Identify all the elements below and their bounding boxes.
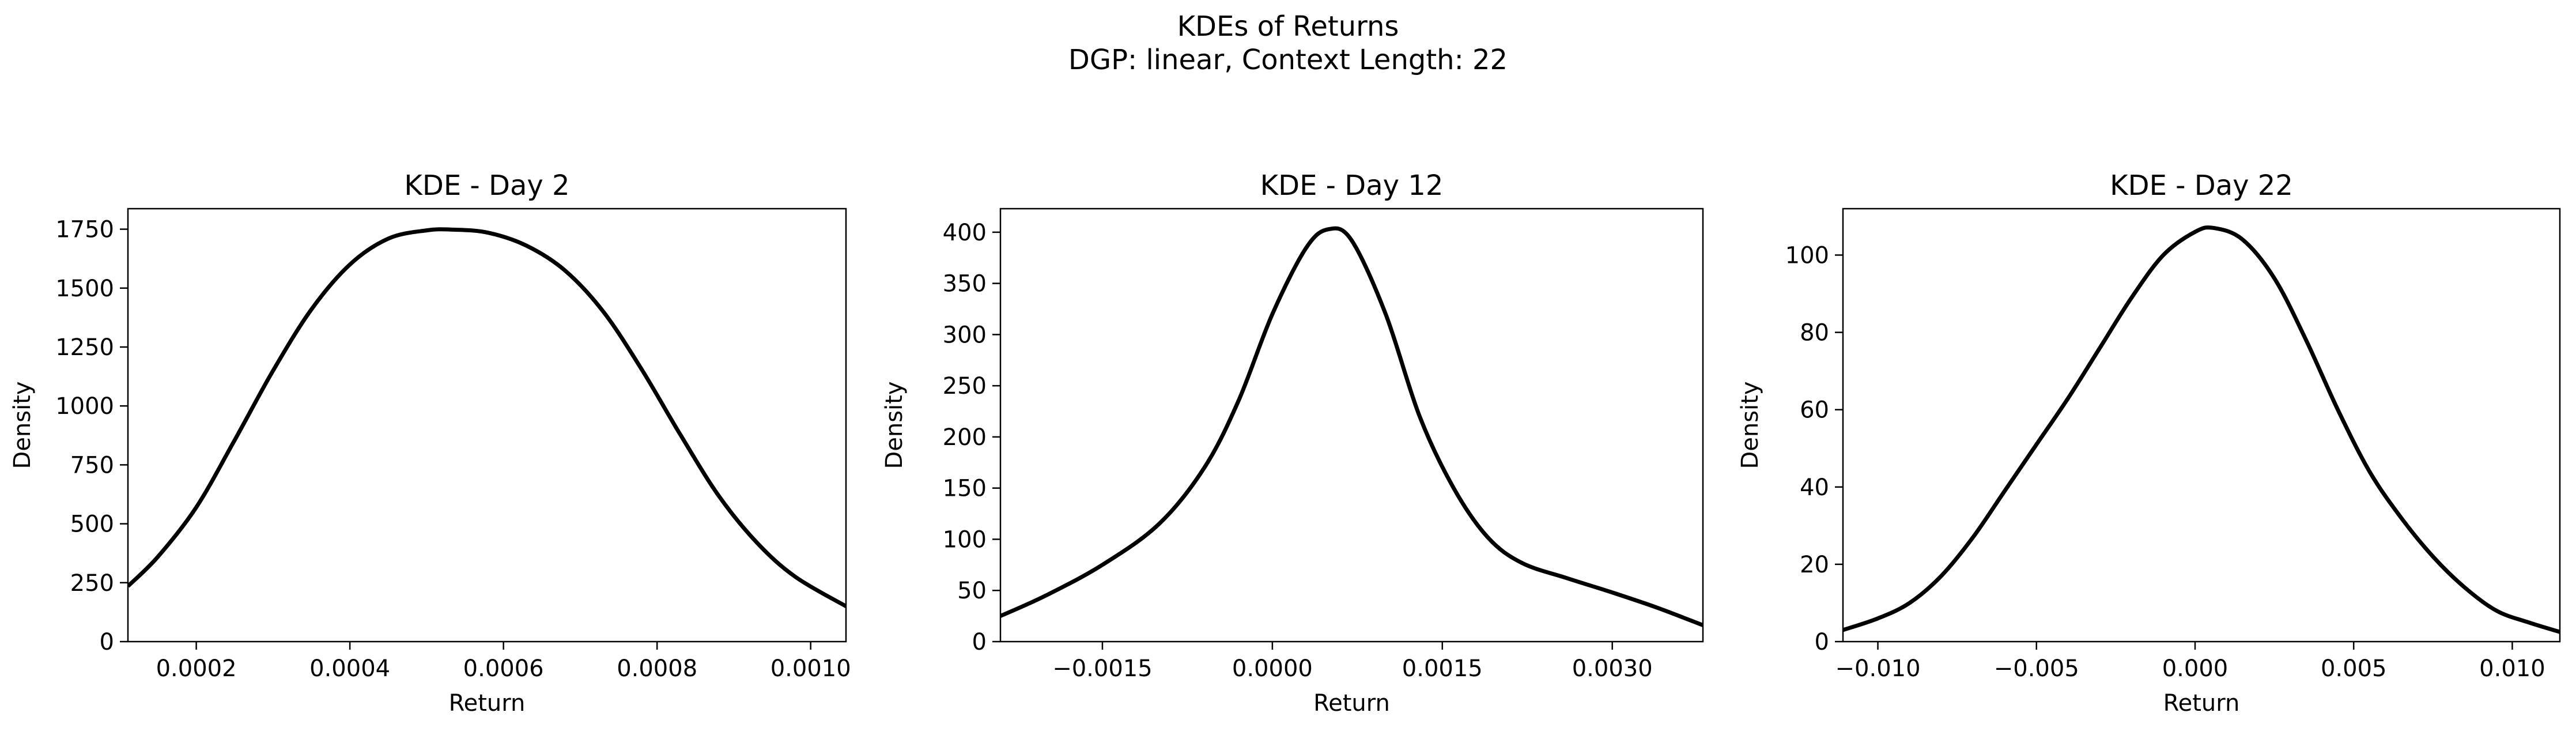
y-tick-label: 350 <box>943 271 987 297</box>
y-tick-label: 100 <box>943 526 987 553</box>
y-tick-label: 80 <box>1800 320 1829 346</box>
x-tick-label: 0.0030 <box>1572 655 1653 682</box>
kde-panel-3: −0.010 −0.005 0.000 0.005 0.010 0 20 40 60 80 100 K… <box>1737 169 2561 717</box>
y-tick-label: 0 <box>972 629 987 655</box>
subplot-panels: 0.0002 0.0004 0.0006 0.0008 0.00100250500750… <box>9 169 2561 717</box>
y-tick-label: 500 <box>70 511 114 538</box>
kde-panel-2: −0.0015 0.0000 0.0015 0.0030 0 50 100 150 200 250… <box>881 169 1704 717</box>
axes-frame <box>999 208 1704 643</box>
panel-title: KDE - Day 12 <box>1260 169 1444 202</box>
y-axis-label: Density <box>9 381 36 469</box>
y-axis-label: Density <box>1737 381 1763 469</box>
x-tick-label: 0.0000 <box>1232 655 1313 682</box>
x-tick-label: 0.0004 <box>309 655 390 682</box>
kde-curve-1-1 <box>128 227 846 608</box>
y-tick-label: 400 <box>943 220 987 246</box>
y-tick-label: 40 <box>1800 474 1829 501</box>
x-tick-label: 0.010 <box>2479 655 2545 682</box>
figure-title: KDEs of Returns <box>1177 10 1399 43</box>
y-tick-label: 0 <box>100 629 114 655</box>
x-tick-label: 0.000 <box>2162 655 2228 682</box>
y-tick-label: 200 <box>943 424 987 451</box>
x-tick-label: 0.0010 <box>770 655 851 682</box>
x-tick-label: −0.0015 <box>1052 655 1152 682</box>
y-tick-label: 20 <box>1800 552 1829 578</box>
x-axis-label: Return <box>449 690 526 717</box>
x-tick-label: 0.0002 <box>156 655 237 682</box>
axes-frame <box>127 208 847 643</box>
kde-panel-1: 0.0002 0.0004 0.0006 0.0008 0.0010 0 250 500 750… <box>9 169 851 717</box>
figure-subtitle: DGP: linear, Context Length: 22 <box>1068 44 1508 76</box>
x-tick-label: −0.005 <box>1994 655 2079 682</box>
kde-curve-2-1 <box>1000 226 1703 627</box>
x-tick-label: 0.0006 <box>463 655 544 682</box>
y-tick-label: 1750 <box>55 217 114 243</box>
y-tick-label: 60 <box>1800 397 1829 424</box>
x-tick-label: −0.010 <box>1835 655 1921 682</box>
y-tick-label: 1500 <box>55 276 114 302</box>
x-tick-label: 0.0008 <box>617 655 697 682</box>
y-tick-label: 1250 <box>55 334 114 361</box>
panel-title: KDE - Day 22 <box>2110 169 2293 202</box>
x-axis-label: Return <box>2163 690 2240 717</box>
x-tick-label: 0.005 <box>2321 655 2387 682</box>
y-tick-label: 150 <box>943 476 987 502</box>
panel-title: KDE - Day 2 <box>404 169 569 202</box>
axes-frame <box>1842 208 2561 643</box>
x-axis-label: Return <box>1313 690 1390 717</box>
y-tick-label: 0 <box>1815 629 1829 655</box>
y-tick-label: 250 <box>70 570 114 597</box>
y-tick-label: 100 <box>1785 242 1829 269</box>
kde-curve-3-1 <box>1843 225 2560 634</box>
y-axis-label: Density <box>881 381 908 469</box>
x-tick-label: 0.0015 <box>1402 655 1483 682</box>
y-tick-label: 1000 <box>55 393 114 420</box>
y-tick-label: 750 <box>70 452 114 478</box>
y-tick-label: 250 <box>943 373 987 399</box>
y-tick-label: 50 <box>957 578 987 604</box>
y-tick-label: 300 <box>943 322 987 348</box>
